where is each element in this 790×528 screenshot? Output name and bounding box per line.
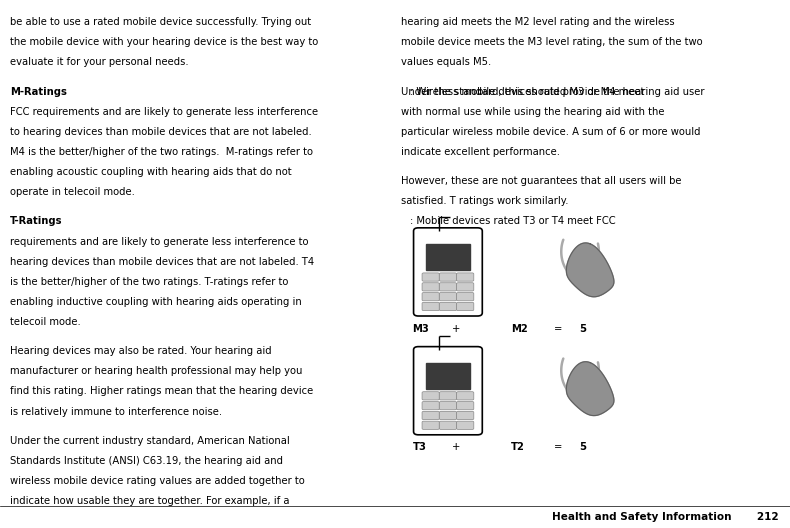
Text: operate in telecoil mode.: operate in telecoil mode. — [10, 187, 135, 197]
FancyBboxPatch shape — [439, 421, 457, 429]
Text: =: = — [555, 324, 562, 334]
Text: indicate excellent performance.: indicate excellent performance. — [401, 147, 559, 157]
Text: mobile device meets the M3 level rating, the sum of the two: mobile device meets the M3 level rating,… — [401, 37, 702, 47]
FancyBboxPatch shape — [422, 421, 439, 429]
Text: be able to use a rated mobile device successfully. Trying out: be able to use a rated mobile device suc… — [10, 17, 311, 27]
FancyBboxPatch shape — [457, 401, 474, 410]
Text: FCC requirements and are likely to generate less interference: FCC requirements and are likely to gener… — [10, 107, 318, 117]
Text: M2: M2 — [511, 324, 528, 334]
Text: particular wireless mobile device. A sum of 6 or more would: particular wireless mobile device. A sum… — [401, 127, 700, 137]
FancyBboxPatch shape — [439, 401, 457, 410]
Text: : Wireless mobile devices rated M3 or M4 meet: : Wireless mobile devices rated M3 or M4… — [409, 87, 644, 97]
Text: values equals M5.: values equals M5. — [401, 57, 491, 67]
Text: indicate how usable they are together. For example, if a: indicate how usable they are together. F… — [10, 496, 290, 506]
FancyBboxPatch shape — [422, 293, 439, 301]
Text: telecoil mode.: telecoil mode. — [10, 317, 81, 327]
Text: T2: T2 — [511, 442, 525, 452]
FancyBboxPatch shape — [422, 273, 439, 281]
Text: +: + — [452, 324, 460, 334]
FancyBboxPatch shape — [414, 228, 482, 316]
Text: evaluate it for your personal needs.: evaluate it for your personal needs. — [10, 57, 189, 67]
Bar — [426, 244, 470, 270]
Polygon shape — [566, 362, 614, 416]
Text: the mobile device with your hearing device is the best way to: the mobile device with your hearing devi… — [10, 37, 318, 47]
FancyBboxPatch shape — [439, 303, 457, 310]
Text: T-Ratings: T-Ratings — [10, 216, 62, 227]
Text: : Mobile devices rated T3 or T4 meet FCC: : Mobile devices rated T3 or T4 meet FCC — [409, 216, 615, 227]
FancyBboxPatch shape — [422, 401, 439, 410]
Text: Under the current industry standard, American National: Under the current industry standard, Ame… — [10, 436, 290, 446]
Text: with normal use while using the hearing aid with the: with normal use while using the hearing … — [401, 107, 664, 117]
Text: enabling acoustic coupling with hearing aids that do not: enabling acoustic coupling with hearing … — [10, 167, 292, 177]
Text: 5: 5 — [579, 324, 585, 334]
Text: satisfied. T ratings work similarly.: satisfied. T ratings work similarly. — [401, 196, 568, 206]
FancyBboxPatch shape — [457, 282, 474, 291]
Text: Standards Institute (ANSI) C63.19, the hearing aid and: Standards Institute (ANSI) C63.19, the h… — [10, 456, 284, 466]
FancyBboxPatch shape — [457, 392, 474, 400]
Text: M3: M3 — [412, 324, 429, 334]
Text: manufacturer or hearing health professional may help you: manufacturer or hearing health professio… — [10, 366, 303, 376]
Text: =: = — [555, 442, 562, 452]
FancyBboxPatch shape — [439, 392, 457, 400]
FancyBboxPatch shape — [439, 411, 457, 420]
FancyBboxPatch shape — [422, 411, 439, 420]
Text: Health and Safety Information       212: Health and Safety Information 212 — [551, 512, 778, 522]
Text: T3: T3 — [412, 442, 427, 452]
FancyBboxPatch shape — [439, 273, 457, 281]
Text: M4 is the better/higher of the two ratings.  M-ratings refer to: M4 is the better/higher of the two ratin… — [10, 147, 314, 157]
FancyBboxPatch shape — [439, 282, 457, 291]
Text: hearing devices than mobile devices that are not labeled. T4: hearing devices than mobile devices that… — [10, 257, 314, 267]
FancyBboxPatch shape — [414, 347, 482, 435]
FancyBboxPatch shape — [457, 293, 474, 301]
Text: is the better/higher of the two ratings. T-ratings refer to: is the better/higher of the two ratings.… — [10, 277, 288, 287]
Text: to hearing devices than mobile devices that are not labeled.: to hearing devices than mobile devices t… — [10, 127, 312, 137]
Text: +: + — [452, 442, 460, 452]
Text: wireless mobile device rating values are added together to: wireless mobile device rating values are… — [10, 476, 305, 486]
Bar — [426, 363, 470, 389]
FancyBboxPatch shape — [422, 392, 439, 400]
FancyBboxPatch shape — [457, 273, 474, 281]
Text: 5: 5 — [579, 442, 585, 452]
Text: find this rating. Higher ratings mean that the hearing device: find this rating. Higher ratings mean th… — [10, 386, 314, 397]
Text: Under the standard, this should provide the hearing aid user: Under the standard, this should provide … — [401, 87, 704, 97]
FancyBboxPatch shape — [457, 421, 474, 429]
Text: is relatively immune to interference noise.: is relatively immune to interference noi… — [10, 407, 223, 417]
FancyBboxPatch shape — [422, 303, 439, 310]
Text: requirements and are likely to generate less interference to: requirements and are likely to generate … — [10, 237, 309, 247]
FancyBboxPatch shape — [457, 303, 474, 310]
Text: However, these are not guarantees that all users will be: However, these are not guarantees that a… — [401, 176, 681, 186]
Text: Hearing devices may also be rated. Your hearing aid: Hearing devices may also be rated. Your … — [10, 346, 272, 356]
Text: hearing aid meets the M2 level rating and the wireless: hearing aid meets the M2 level rating an… — [401, 17, 674, 27]
Text: M-Ratings: M-Ratings — [10, 87, 67, 97]
FancyBboxPatch shape — [439, 293, 457, 301]
Text: enabling inductive coupling with hearing aids operating in: enabling inductive coupling with hearing… — [10, 297, 302, 307]
FancyBboxPatch shape — [422, 282, 439, 291]
FancyBboxPatch shape — [457, 411, 474, 420]
Polygon shape — [566, 243, 614, 297]
